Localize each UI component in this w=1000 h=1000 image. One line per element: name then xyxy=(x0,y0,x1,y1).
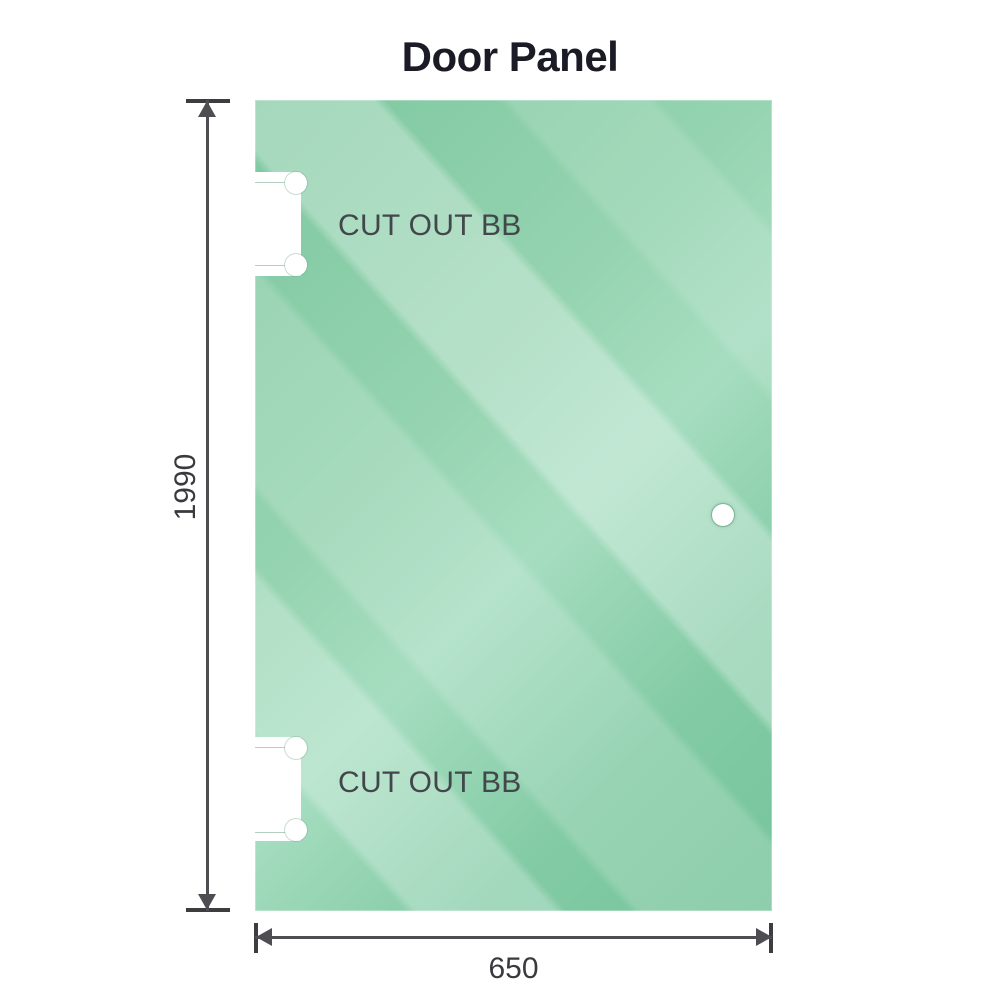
arrow-up-icon xyxy=(198,101,216,117)
cut-out-top-fillet-upper xyxy=(285,172,307,194)
cut-out-top-body xyxy=(255,183,296,265)
width-dimension-line xyxy=(255,936,772,939)
handle-hole xyxy=(712,504,734,526)
glass-panel-fill xyxy=(255,100,772,911)
cut-out-top-label: CUT OUT BB xyxy=(338,209,522,242)
arrow-left-icon xyxy=(256,928,272,946)
cut-out-bottom-label: CUT OUT BB xyxy=(338,766,522,799)
page-title: Door Panel xyxy=(401,33,619,80)
arrow-down-icon xyxy=(198,894,216,910)
width-dimension-label: 650 xyxy=(488,952,539,985)
cut-out-top xyxy=(255,172,307,276)
height-dimension-line xyxy=(206,100,209,911)
height-dimension-label: 1990 xyxy=(169,453,202,521)
arrow-right-icon xyxy=(756,928,772,946)
cut-out-bottom-fillet-lower xyxy=(285,819,307,841)
cut-out-top-fillet-lower xyxy=(285,254,307,276)
cut-out-bottom-fillet-upper xyxy=(285,737,307,759)
cut-out-bottom-body xyxy=(255,748,296,832)
door-panel xyxy=(255,100,772,911)
cut-out-bottom xyxy=(255,737,307,841)
